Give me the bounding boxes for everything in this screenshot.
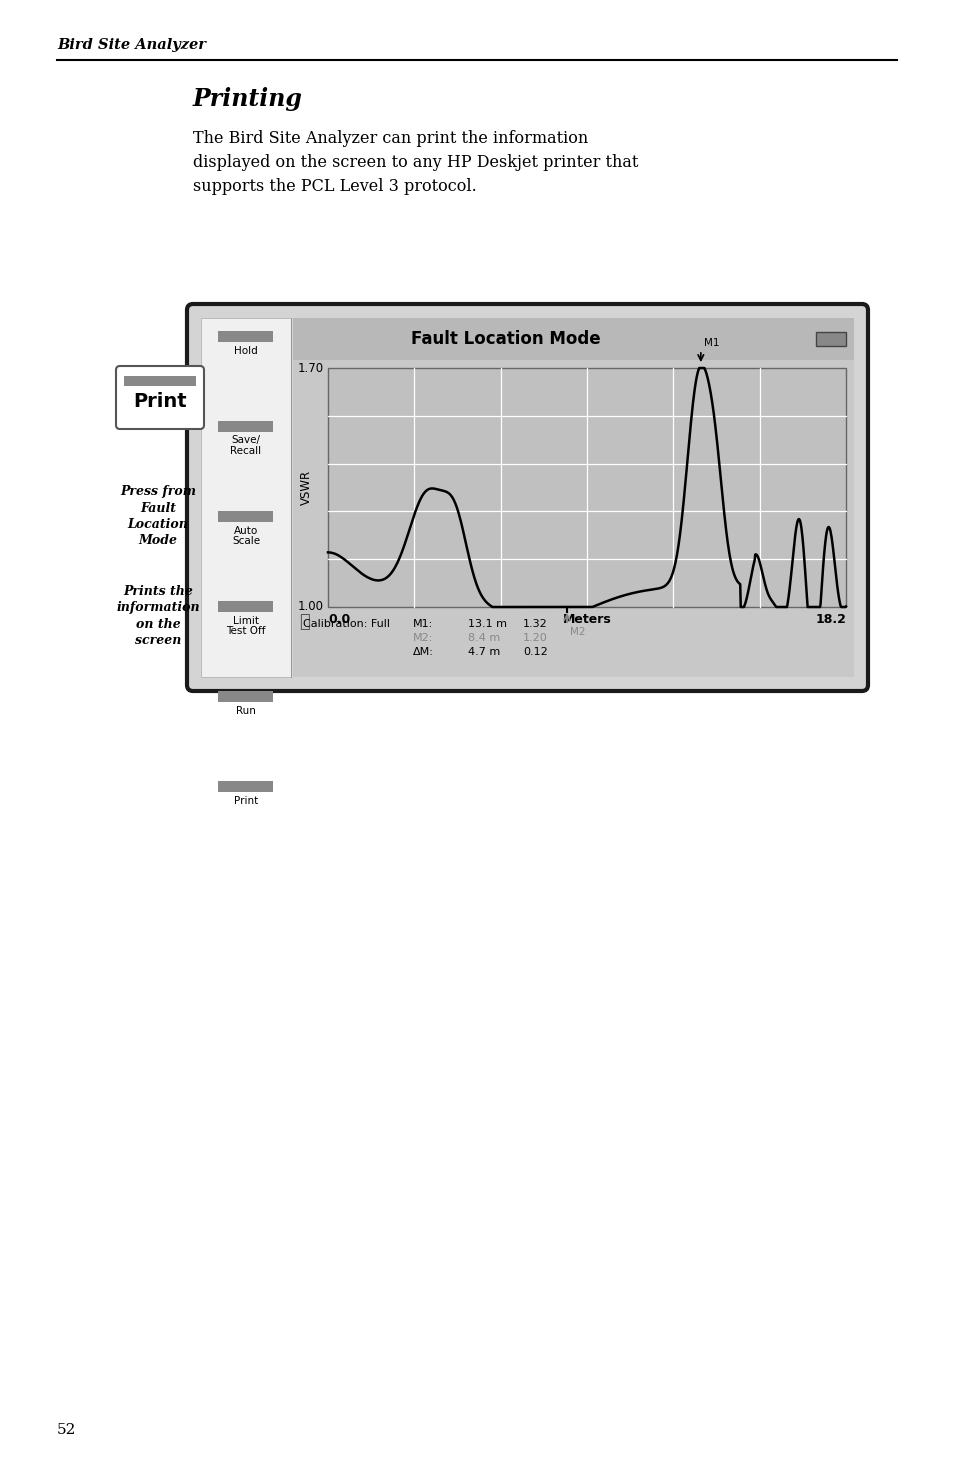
Text: Prints the
information
on the
screen: Prints the information on the screen xyxy=(116,586,199,648)
Text: 8.4 m: 8.4 m xyxy=(468,633,499,643)
Bar xyxy=(218,330,274,342)
Text: The Bird Site Analyzer can print the information
displayed on the screen to any : The Bird Site Analyzer can print the inf… xyxy=(193,130,638,195)
Text: Print: Print xyxy=(233,795,258,805)
Text: Fault Location Mode: Fault Location Mode xyxy=(411,330,600,348)
Text: Calibration: Full: Calibration: Full xyxy=(303,620,390,628)
Text: Bird Site Analyzer: Bird Site Analyzer xyxy=(57,38,206,52)
Text: Auto: Auto xyxy=(233,525,258,535)
Text: Recall: Recall xyxy=(231,447,261,456)
Text: M1:: M1: xyxy=(413,620,433,628)
Text: Limit: Limit xyxy=(233,615,258,625)
Text: Scale: Scale xyxy=(232,537,260,547)
Text: 4.7 m: 4.7 m xyxy=(468,648,499,656)
Bar xyxy=(293,319,853,677)
Text: 1.20: 1.20 xyxy=(522,633,547,643)
Text: 18.2: 18.2 xyxy=(814,614,845,625)
Text: 1.00: 1.00 xyxy=(297,600,324,614)
Bar xyxy=(218,510,274,522)
Text: Test Off: Test Off xyxy=(226,627,266,637)
Text: M1: M1 xyxy=(703,338,719,348)
Text: ΔM:: ΔM: xyxy=(413,648,434,656)
Text: Run: Run xyxy=(235,705,255,715)
Text: 0.0: 0.0 xyxy=(328,614,350,625)
Bar xyxy=(328,367,845,608)
FancyBboxPatch shape xyxy=(187,304,867,690)
Bar xyxy=(218,780,274,792)
Bar xyxy=(293,319,853,360)
Text: 1.70: 1.70 xyxy=(297,361,324,375)
Bar xyxy=(124,376,195,386)
Text: Printing: Printing xyxy=(193,87,302,111)
Bar xyxy=(218,690,274,702)
Text: M2:: M2: xyxy=(413,633,433,643)
Text: Press from
Fault
Location
Mode: Press from Fault Location Mode xyxy=(120,485,195,547)
Text: 1.32: 1.32 xyxy=(522,620,547,628)
Text: VSWR: VSWR xyxy=(299,471,313,504)
Bar xyxy=(218,600,274,612)
Text: 0.12: 0.12 xyxy=(522,648,547,656)
Text: M2: M2 xyxy=(570,627,585,637)
Text: Hold: Hold xyxy=(233,345,257,355)
Text: 52: 52 xyxy=(57,1423,76,1437)
Bar xyxy=(218,420,274,432)
Text: Print: Print xyxy=(133,392,187,412)
Text: Meters: Meters xyxy=(562,614,611,625)
Text: 13.1 m: 13.1 m xyxy=(468,620,506,628)
Bar xyxy=(201,319,291,677)
Bar xyxy=(815,332,845,347)
FancyBboxPatch shape xyxy=(116,366,204,429)
Text: ⚿: ⚿ xyxy=(299,614,310,631)
Text: Save/: Save/ xyxy=(232,435,260,445)
